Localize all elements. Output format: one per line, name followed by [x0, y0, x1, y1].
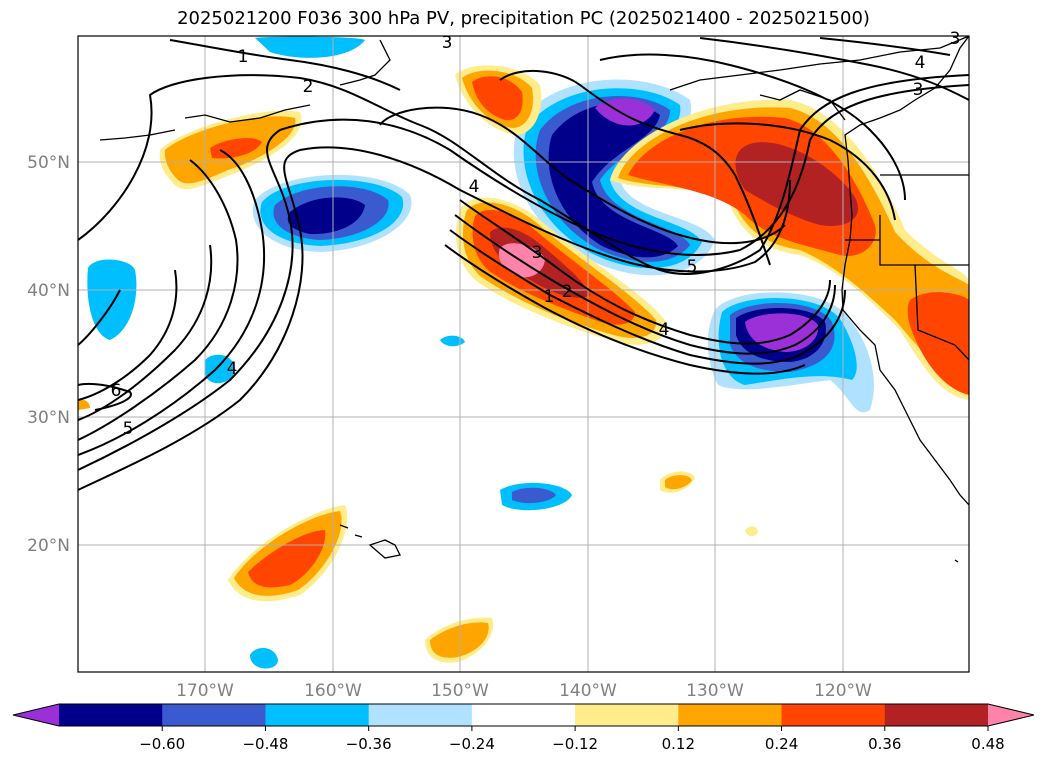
- pv-contours: [78, 37, 969, 491]
- colorbar-cell: [678, 704, 783, 726]
- lon-label: 160°W: [304, 681, 362, 701]
- colorbar-cell: [265, 704, 370, 726]
- contour-label: 2: [303, 77, 314, 97]
- colorbar-cell: [471, 704, 576, 726]
- contour-label: 4: [915, 53, 926, 73]
- contour-label: 6: [111, 381, 122, 401]
- colorbar-tick-label: 0.12: [662, 735, 695, 753]
- lat-label: 50°N: [27, 153, 70, 173]
- lon-label: 140°W: [559, 681, 617, 701]
- precipitation-fields: [78, 36, 969, 672]
- colorbar-outline: [12, 703, 1035, 727]
- colorbar-tick-label: −0.24: [449, 735, 495, 753]
- lon-label: 150°W: [431, 681, 489, 701]
- colorbar-cell: [781, 704, 886, 726]
- colorbar-tick-label: 0.48: [971, 735, 1004, 753]
- colorbar-tick-label: 0.36: [868, 735, 901, 753]
- contour-label: 1: [544, 287, 555, 307]
- colorbar-tick-label: −0.36: [346, 735, 392, 753]
- lon-label: 120°W: [814, 681, 872, 701]
- contour-label: 1: [238, 47, 249, 67]
- lat-label: 40°N: [27, 281, 70, 301]
- contour-label: 2: [562, 282, 573, 302]
- lon-labels: 170°W 160°W 150°W 140°W 130°W 120°W: [176, 681, 872, 701]
- lat-label: 20°N: [27, 536, 70, 556]
- contour-label: 5: [687, 257, 698, 277]
- colorbar-extend-min: [13, 704, 59, 726]
- lon-label: 130°W: [686, 681, 744, 701]
- lon-label: 170°W: [176, 681, 234, 701]
- contour-label: 3: [950, 29, 961, 49]
- coastlines: [99, 36, 969, 563]
- colorbar-tick-label: −0.60: [139, 735, 185, 753]
- lat-label: 30°N: [27, 408, 70, 428]
- map-frame: [77, 35, 970, 673]
- colorbar-tick-label: 0.24: [765, 735, 798, 753]
- contour-label: 3: [913, 80, 924, 100]
- colorbar: −0.60 −0.48 −0.36 −0.24 −0.12 0.12 0.24 0.36 0.4…: [12, 703, 1035, 753]
- colorbar-cell: [162, 704, 266, 726]
- contour-label: 3: [532, 243, 543, 263]
- contour-label: 5: [123, 419, 134, 439]
- map-title: 2025021200 F036 300 hPa PV, precipitatio…: [177, 8, 870, 29]
- lat-labels: 50°N 40°N 30°N 20°N: [27, 153, 70, 556]
- colorbar-cell: [59, 704, 163, 726]
- colorbar-cell: [884, 704, 989, 726]
- contour-label: 4: [659, 320, 670, 340]
- colorbar-cell: [368, 704, 473, 726]
- colorbar-cell: [575, 704, 679, 726]
- contour-label: 4: [227, 359, 238, 379]
- colorbar-tick-label: −0.48: [242, 735, 288, 753]
- contour-labels: 1 2 3 4 3 4 5 4 1 2 3 6 5 4 3: [111, 29, 961, 439]
- graticule: [78, 36, 969, 672]
- contour-label: 4: [469, 177, 480, 197]
- colorbar-tick-label: −0.12: [552, 735, 598, 753]
- contour-label: 3: [442, 33, 453, 53]
- colorbar-extend-max: [988, 704, 1034, 726]
